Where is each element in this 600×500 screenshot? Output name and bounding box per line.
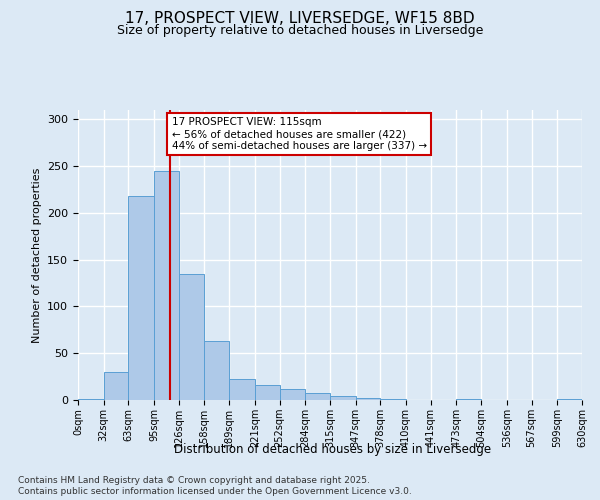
Bar bbox=[457, 399, 481, 400]
Bar bbox=[356, 398, 380, 400]
Text: 17, PROSPECT VIEW, LIVERSEDGE, WF15 8BD: 17, PROSPECT VIEW, LIVERSEDGE, WF15 8BD bbox=[125, 11, 475, 26]
Bar bbox=[104, 372, 128, 400]
Text: 17 PROSPECT VIEW: 115sqm
← 56% of detached houses are smaller (422)
44% of semi-: 17 PROSPECT VIEW: 115sqm ← 56% of detach… bbox=[172, 118, 427, 150]
Y-axis label: Number of detached properties: Number of detached properties bbox=[32, 168, 41, 342]
Bar bbox=[78, 399, 104, 400]
Text: Contains public sector information licensed under the Open Government Licence v3: Contains public sector information licen… bbox=[18, 487, 412, 496]
Bar bbox=[305, 394, 330, 400]
Bar bbox=[557, 399, 582, 400]
Bar bbox=[229, 380, 255, 400]
Text: Contains HM Land Registry data © Crown copyright and database right 2025.: Contains HM Land Registry data © Crown c… bbox=[18, 476, 370, 485]
Bar bbox=[330, 396, 356, 400]
Text: Size of property relative to detached houses in Liversedge: Size of property relative to detached ho… bbox=[117, 24, 483, 37]
Bar bbox=[128, 196, 154, 400]
Text: Distribution of detached houses by size in Liversedge: Distribution of detached houses by size … bbox=[175, 442, 491, 456]
Bar bbox=[154, 171, 179, 400]
Bar bbox=[280, 389, 305, 400]
Bar bbox=[380, 399, 406, 400]
Bar bbox=[179, 274, 205, 400]
Bar bbox=[205, 341, 229, 400]
Bar bbox=[255, 385, 280, 400]
